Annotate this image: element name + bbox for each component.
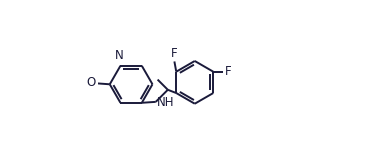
Text: F: F	[171, 47, 178, 60]
Text: O: O	[87, 76, 96, 89]
Text: F: F	[224, 65, 231, 78]
Text: NH: NH	[157, 96, 174, 109]
Text: N: N	[115, 50, 123, 62]
